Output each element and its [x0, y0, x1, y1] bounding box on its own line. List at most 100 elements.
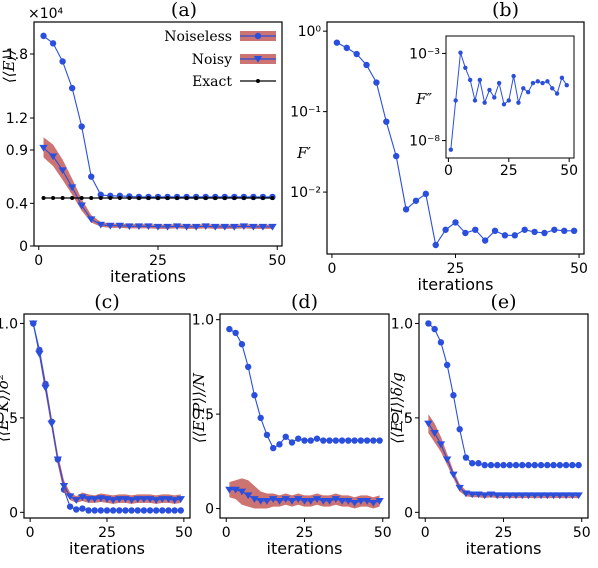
- noisy-point: [530, 492, 539, 500]
- x-axis-label: iterations: [466, 539, 542, 558]
- noisy-point: [237, 488, 247, 496]
- f′-point: [343, 44, 350, 52]
- inset-point: [482, 100, 487, 105]
- noisy-point: [191, 223, 201, 231]
- noisy-point: [262, 498, 272, 505]
- exact-point: [51, 196, 56, 200]
- inset-point: [463, 65, 468, 70]
- noiseless-point: [525, 461, 532, 469]
- noisy-point: [524, 492, 533, 500]
- exact-point: [251, 196, 256, 200]
- x-tick-label: 0: [34, 253, 43, 269]
- x-tick-label: 0: [26, 525, 35, 541]
- legend-label: Noiseless: [164, 29, 232, 45]
- f′-point: [472, 226, 479, 233]
- panel-a: 0 25 50 0 0.4 0.9 1.2 1.8 (a) iterations ⟨⟨E⟩⟩ ×10⁴: [0, 0, 286, 286]
- noisy-point: [163, 223, 172, 231]
- noisy-point: [220, 223, 229, 231]
- y-axis-label: ⟨⟨E_I⟩⟩δ/g: [388, 372, 406, 443]
- noiseless-point: [519, 461, 526, 469]
- noisy-point: [499, 492, 508, 500]
- y-axis-label: ⟨⟨E_P⟩⟩/N: [190, 372, 208, 443]
- noisy-point: [555, 492, 565, 500]
- inset-point: [545, 79, 550, 84]
- exact-point: [175, 196, 180, 200]
- inset-point: [511, 73, 516, 79]
- noiseless-point: [569, 461, 576, 469]
- noisy-point: [250, 496, 259, 503]
- noisy-point: [87, 216, 96, 224]
- noisy-point: [39, 144, 48, 152]
- noiseless-point: [109, 507, 117, 514]
- inset-point: [559, 75, 565, 80]
- noiseless-point: [68, 84, 76, 92]
- noiseless-point: [431, 325, 438, 333]
- noisy-point: [287, 498, 297, 505]
- noisy-point: [153, 223, 163, 231]
- noisy-point: [424, 420, 433, 428]
- noiseless-point: [91, 507, 98, 514]
- noisy-point: [461, 490, 471, 498]
- f′-point: [412, 197, 420, 204]
- noiseless-point: [59, 58, 66, 65]
- noiseless-point: [97, 191, 104, 198]
- noisy-point: [170, 497, 179, 504]
- exact-point: [270, 196, 275, 200]
- panel-title: (e): [490, 291, 516, 313]
- noisy-line: [43, 147, 273, 228]
- noiseless-point: [500, 461, 507, 469]
- x-tick-label: 50: [560, 163, 578, 179]
- noisy-point: [256, 498, 265, 505]
- noisy-point: [41, 384, 50, 392]
- legend-marker: [256, 79, 260, 83]
- noisy-point: [468, 491, 477, 499]
- noisy-point: [230, 223, 239, 231]
- noisy-point: [561, 492, 571, 500]
- y-tick-label: 0: [9, 505, 18, 521]
- noiseless-point: [116, 507, 123, 514]
- exact-point: [203, 196, 208, 200]
- noiseless-point: [301, 437, 308, 444]
- noiseless-point: [487, 461, 495, 469]
- noiseless-point: [282, 433, 289, 440]
- f′-point: [570, 227, 578, 235]
- noisy-point: [258, 223, 268, 231]
- y-tick-label: 0: [404, 505, 413, 521]
- noiseless-point: [307, 437, 314, 444]
- noisy-point: [362, 498, 372, 505]
- exact-point: [136, 196, 141, 200]
- inset-point: [554, 91, 560, 96]
- noisy-point: [96, 221, 105, 229]
- f′-point: [402, 206, 410, 213]
- noiseless-point: [238, 341, 246, 348]
- noisy-point: [53, 456, 63, 464]
- exact-point: [194, 196, 199, 200]
- noiseless-point: [295, 435, 302, 442]
- noiseless-point: [85, 507, 92, 514]
- noiseless-point: [177, 507, 184, 514]
- inset-point: [458, 50, 463, 55]
- noisy-point: [325, 498, 334, 505]
- noiseless-point: [257, 414, 264, 422]
- noisy-point: [430, 430, 439, 437]
- noisy-point: [127, 497, 136, 504]
- f′-point: [363, 61, 370, 69]
- noiseless-point: [152, 507, 160, 514]
- noisy-point: [158, 496, 167, 503]
- noisy-point: [511, 492, 521, 500]
- noisy-point: [300, 498, 309, 505]
- x-tick-label: 50: [570, 261, 588, 277]
- f′-point: [561, 227, 568, 235]
- y-tick-label: 1.2: [6, 111, 28, 127]
- noisy-point: [225, 486, 234, 494]
- inset-panel: 0 25 50 10⁻³ 10⁻⁸ F″: [409, 35, 578, 179]
- f′-point: [353, 50, 360, 58]
- noisy-point: [449, 471, 458, 479]
- noiseless-point: [49, 40, 57, 47]
- y-tick-label: 10⁰: [298, 24, 322, 40]
- inset-point: [448, 147, 454, 152]
- noiseless-point: [562, 461, 570, 469]
- f′-point: [481, 237, 489, 244]
- noisy-point: [106, 222, 115, 230]
